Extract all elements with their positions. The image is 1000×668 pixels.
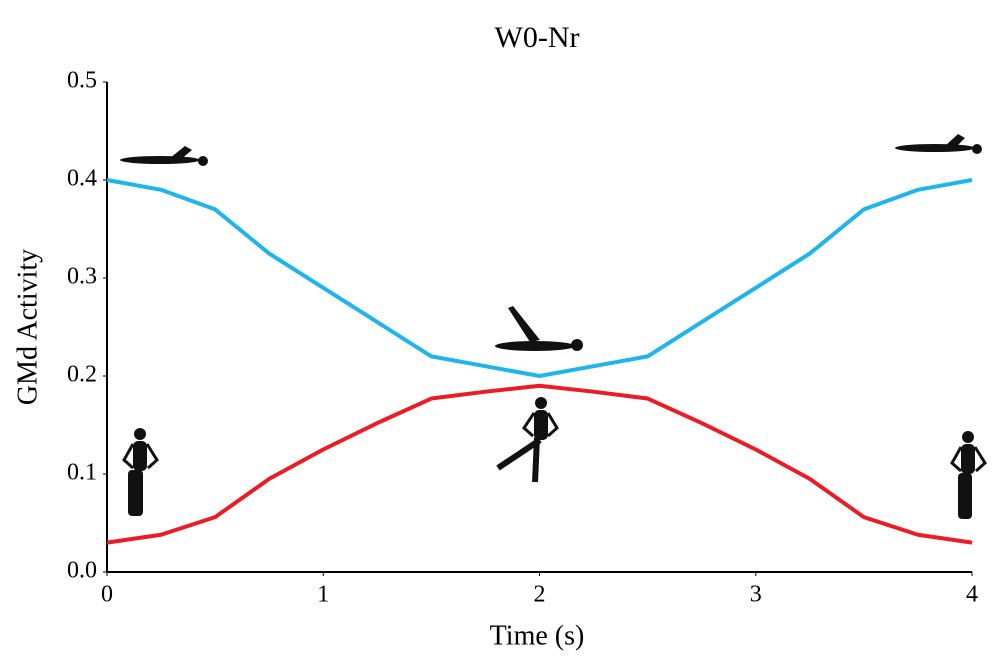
y-tick-label: 0.4 bbox=[67, 166, 97, 192]
x-tick-label: 0 bbox=[101, 582, 113, 608]
lying-figure bbox=[895, 134, 982, 154]
y-tick-label: 0.1 bbox=[67, 460, 97, 486]
silhouettes bbox=[120, 134, 987, 519]
line-series bbox=[106, 383, 973, 545]
lying-figure-leg-up bbox=[495, 306, 583, 351]
standing-figure bbox=[950, 431, 987, 519]
x-axis-label: Time (s) bbox=[490, 620, 585, 651]
y-tick-label: 0.2 bbox=[67, 362, 97, 388]
standing-figure bbox=[122, 428, 159, 516]
x-tick-label: 4 bbox=[966, 582, 978, 608]
lying-figure bbox=[120, 146, 208, 166]
standing-figure-leg-out bbox=[496, 397, 559, 483]
y-axis-label: GMd Activity bbox=[12, 249, 43, 405]
y-tick-label: 0.3 bbox=[67, 264, 97, 290]
x-tick-label: 2 bbox=[534, 582, 546, 608]
line-series bbox=[106, 178, 973, 378]
x-tick-label: 1 bbox=[317, 582, 329, 608]
chart-title: W0-Nr bbox=[495, 21, 580, 54]
y-tick-label: 0.5 bbox=[67, 68, 97, 94]
x-tick-label: 3 bbox=[750, 582, 762, 608]
y-tick-label: 0.0 bbox=[67, 558, 97, 584]
